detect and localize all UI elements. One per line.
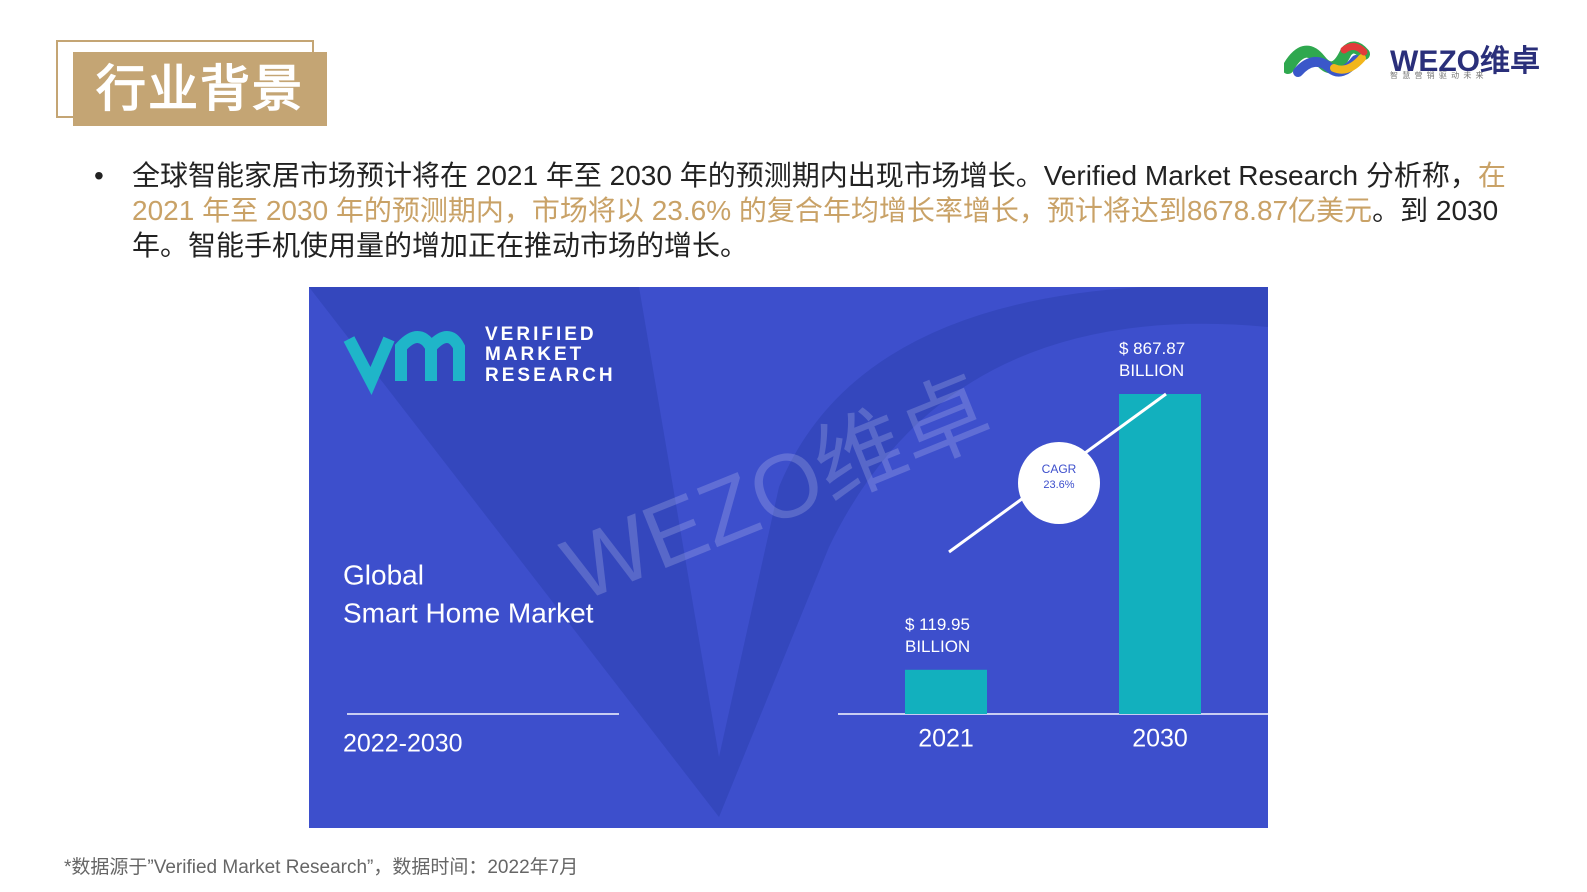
slide-title: 行业背景 — [73, 52, 327, 126]
value-label: $ 867.87 BILLION — [1119, 339, 1186, 380]
brand: RESEARCH — [485, 365, 616, 386]
cagr-value: 23.6% — [1043, 479, 1074, 491]
brand: VERIFIED — [485, 324, 597, 345]
text: 。到 2030 年。智能手机使用量的增加正在推动市场的增长。 — [132, 195, 1499, 261]
bar — [1119, 394, 1201, 714]
bar — [905, 669, 987, 714]
vmr-logo — [343, 336, 395, 395]
chart: VERIFIED MARKET RESEARCH Global Smart Ho… — [309, 285, 1268, 828]
x-tick-label: 2030 — [1132, 725, 1188, 753]
x-tick-label: 2021 — [918, 725, 974, 753]
footnote: *数据源于”Verified Market Research”，数据时间：202… — [64, 857, 579, 878]
logo-mark — [1284, 41, 1370, 77]
heading: Smart Home Market — [343, 597, 594, 628]
cagr-label: CAGR — [1042, 462, 1077, 476]
cagr-circle — [1018, 442, 1100, 524]
logo-slogan: 智 慧 营 销 驱 动 未 来 — [1390, 71, 1485, 80]
period: 2022-2030 — [343, 730, 463, 758]
chart-image: VERIFIED MARKET RESEARCH Global Smart Ho… — [309, 285, 1268, 828]
bullet: • — [94, 160, 104, 191]
heading: Global — [343, 559, 424, 590]
text: 全球智能家居市场预计将在 2021 年至 2030 年的预测期内出现市场增长。V… — [132, 160, 1478, 191]
vmr-logo — [395, 331, 465, 381]
highlight: 在 2021 年至 2030 年的预测期内，市场将以 23.6% 的复合年均增长… — [132, 160, 1506, 226]
paragraph: 全球智能家居市场预计将在 2021 年至 2030 年的预测期内出现市场增长。V… — [132, 158, 1512, 263]
brand: MARKET — [485, 344, 584, 365]
v-shape — [309, 285, 1268, 817]
value-label: $ 119.95 BILLION — [905, 614, 971, 656]
logo-text: WEZO维卓 — [1390, 45, 1540, 78]
